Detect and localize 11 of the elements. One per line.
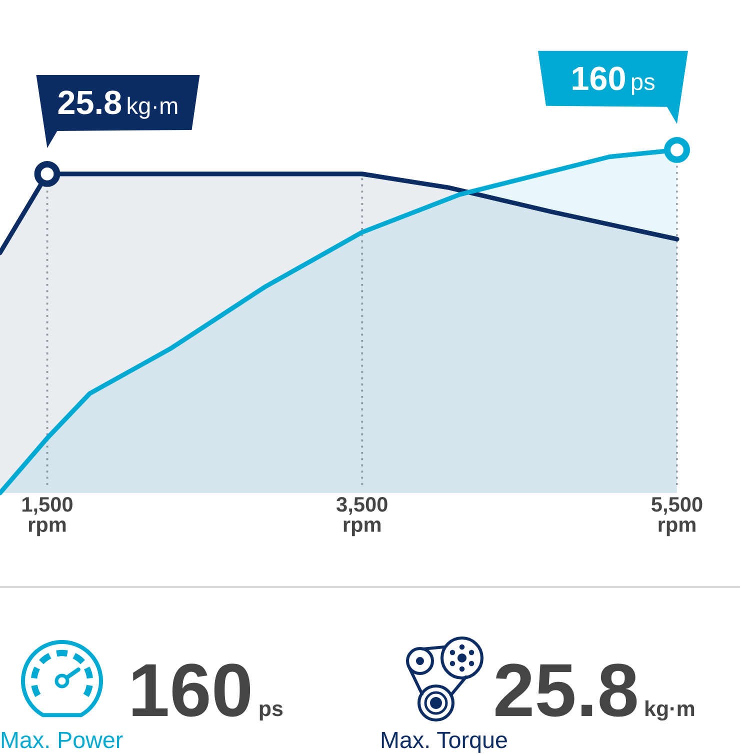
x-tick-label: 5,500 rpm <box>652 497 702 536</box>
data-label: 25.8 <box>496 664 637 717</box>
data-label: 160 <box>132 664 250 717</box>
annotation: 160 ps <box>572 66 655 95</box>
x-tick-label: 1,500 rpm <box>22 497 72 536</box>
category-label: Max. Torque <box>382 732 507 753</box>
category-label: Max. Power <box>2 732 123 748</box>
annotation: 25.8 kg·m <box>58 90 178 119</box>
text: kg·m <box>646 700 694 721</box>
x-tick-label: 3,500 rpm <box>336 497 388 536</box>
text: ps <box>260 704 283 720</box>
